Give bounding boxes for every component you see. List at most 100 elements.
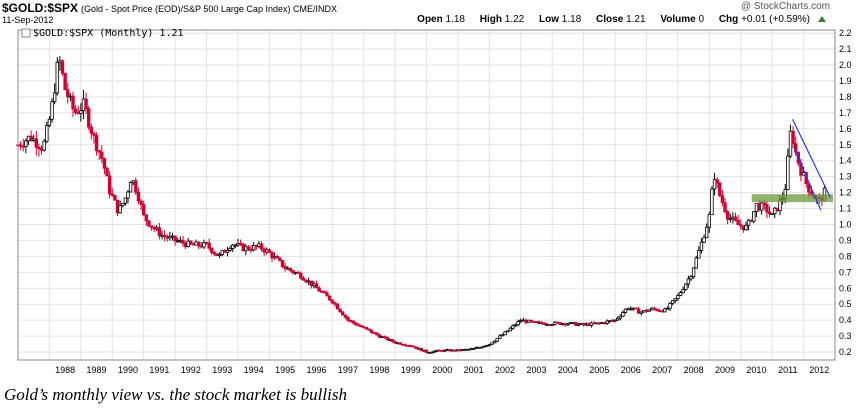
price-chart: 0.2 0.3 0.4 0.5 0.6 0.7 0.8 0.9 1.0 1.1 1.2 1.3 1.4 1… <box>16 28 852 375</box>
candle-body <box>160 234 164 237</box>
candle-body <box>534 321 539 323</box>
candle-body <box>228 248 232 251</box>
candle-body <box>348 319 353 322</box>
y-tick-label: 1.7 <box>839 108 852 118</box>
candle-body <box>42 140 46 151</box>
candle-body <box>500 334 505 337</box>
x-tick-label: 1998 <box>369 365 389 375</box>
candle-body <box>81 98 86 112</box>
candle-body <box>202 242 206 248</box>
candle-body <box>97 150 101 153</box>
candle-body <box>152 226 156 230</box>
candle-body <box>450 349 455 352</box>
candle-body <box>249 249 253 251</box>
candle-body <box>170 235 175 238</box>
candle-body <box>471 348 476 350</box>
candle-body <box>744 224 748 231</box>
candle-body <box>516 321 520 326</box>
candle-body <box>123 197 128 204</box>
candle-body <box>600 322 604 324</box>
support-zone <box>751 194 833 203</box>
candle-body <box>84 98 88 110</box>
legend-swatch-icon <box>21 28 31 38</box>
y-tick-label: 0.7 <box>839 267 852 277</box>
candle-body <box>595 322 599 325</box>
x-tick-label: 1988 <box>55 365 75 375</box>
candle-body <box>291 270 295 273</box>
candle-body <box>199 245 204 248</box>
candle-body <box>45 125 49 142</box>
candle-body <box>767 211 772 215</box>
candle-body <box>139 200 143 205</box>
candle-body <box>32 138 36 141</box>
trend-line-upper <box>792 119 831 198</box>
y-tick-label: 0.5 <box>839 299 852 309</box>
candle-body <box>398 342 403 345</box>
candle-body <box>540 321 544 324</box>
candle-body <box>568 322 573 325</box>
candle-body <box>537 321 541 324</box>
candle-body <box>505 330 510 333</box>
candle-body <box>411 345 416 348</box>
candle-body <box>165 236 169 239</box>
candle-body <box>126 191 130 199</box>
caption: Gold’s monthly view vs. the stock market… <box>4 385 347 404</box>
volume-label: Volume <box>660 14 696 25</box>
candle-body <box>157 227 162 237</box>
candle-body <box>718 182 722 197</box>
candle-body <box>707 214 712 228</box>
candle-body <box>437 349 442 352</box>
candle-body <box>406 345 410 347</box>
candle-body <box>76 112 80 115</box>
quote-summary: Open 1.18 High 1.22 Low 1.18 Close 1.21 … <box>417 14 838 25</box>
candle-body <box>320 290 324 293</box>
high-value: 1.22 <box>504 14 525 25</box>
candle-body <box>694 257 698 269</box>
candle-body <box>422 349 426 352</box>
y-tick-label: 1.3 <box>839 172 852 182</box>
y-tick-label: 1.2 <box>839 188 852 198</box>
y-tick-label: 0.9 <box>839 235 852 245</box>
candle-body <box>241 243 245 252</box>
candle-body <box>414 346 418 349</box>
annotations <box>751 119 833 211</box>
x-tick-label: 2009 <box>715 365 735 375</box>
ticker-symbol: $GOLD:$SPX <box>2 1 79 15</box>
candle-body <box>786 155 790 190</box>
candle-body <box>244 246 248 252</box>
low-label: Low <box>539 14 560 25</box>
candle-body <box>168 235 172 239</box>
candle-body <box>220 250 224 255</box>
candle-body <box>189 240 193 245</box>
candle-body <box>644 309 649 312</box>
candle-body <box>382 336 387 339</box>
candle-body <box>686 278 691 285</box>
candle-body <box>100 151 104 159</box>
candle-body <box>380 336 384 339</box>
candle-body <box>223 250 227 253</box>
candle-body <box>610 320 615 323</box>
candle-body <box>196 241 201 247</box>
candle-body <box>141 204 146 216</box>
candle-body <box>147 220 151 227</box>
candle-body <box>479 346 484 349</box>
candle-body <box>615 317 620 321</box>
candle-body <box>215 253 219 256</box>
candle-body <box>416 347 421 350</box>
candle-body <box>739 224 743 227</box>
candle-body <box>272 256 277 259</box>
candle-body <box>511 325 515 329</box>
candle-body <box>691 267 696 278</box>
candle-body <box>341 311 345 316</box>
candle-body <box>765 204 769 213</box>
candle-body <box>118 205 122 214</box>
candle-body <box>58 60 62 63</box>
candle-body <box>107 175 112 195</box>
candle-body <box>453 349 458 352</box>
candle-body <box>327 295 332 301</box>
candle-body <box>364 326 368 330</box>
candle-body <box>482 345 486 348</box>
candle-body <box>741 225 746 231</box>
y-axis: 0.2 0.3 0.4 0.5 0.6 0.7 0.8 0.9 1.0 1.1 1.2 1.3 1.4 1… <box>839 28 852 357</box>
candle-body <box>553 321 557 325</box>
